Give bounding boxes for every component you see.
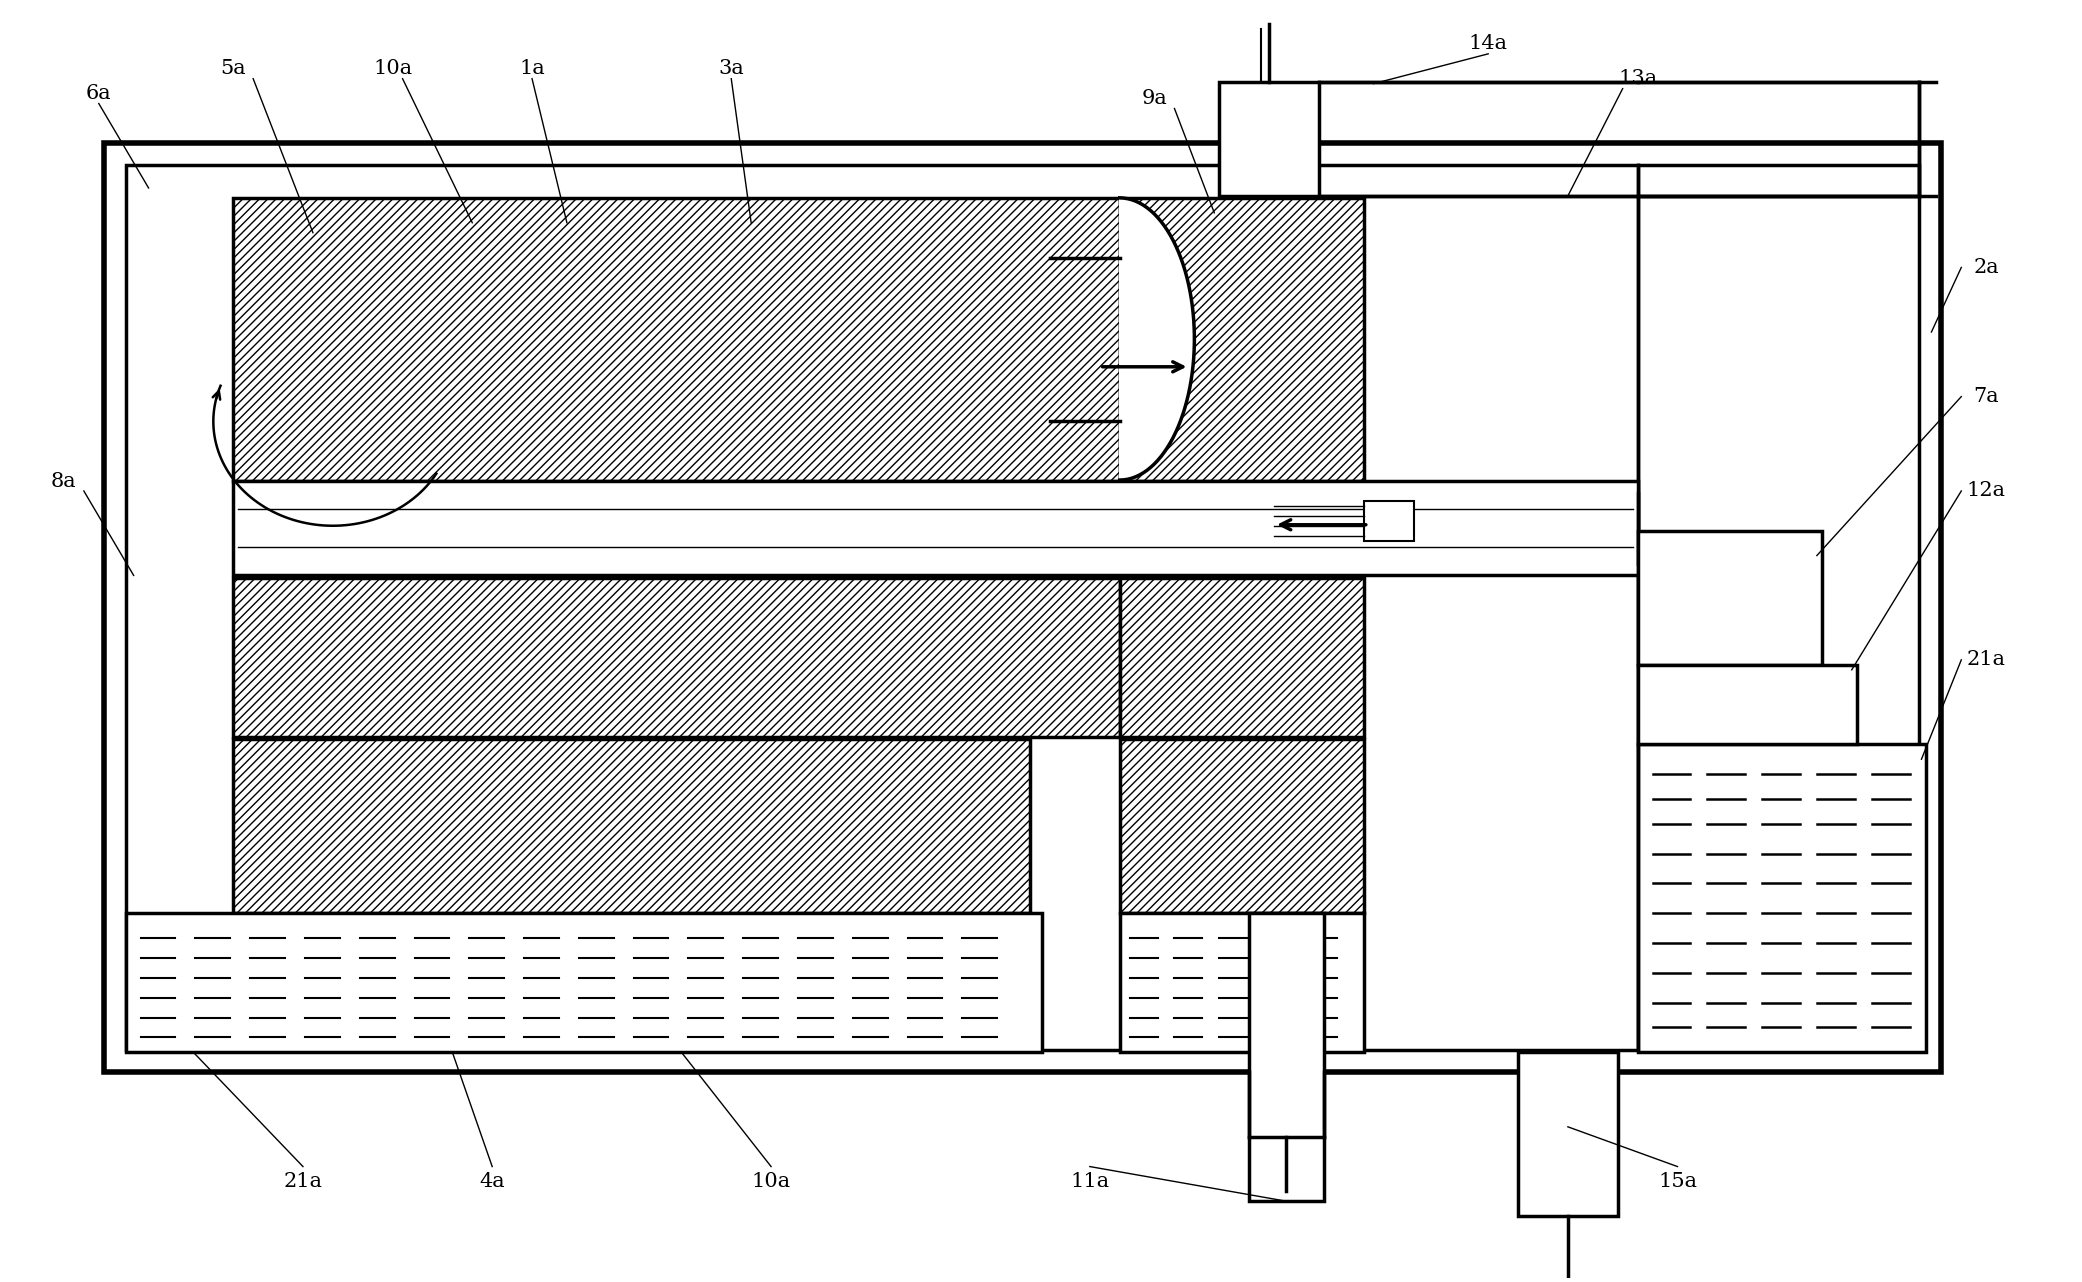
Text: 13a: 13a bbox=[1618, 69, 1657, 88]
Bar bbox=[1639, 745, 1926, 1053]
Bar bbox=[1249, 913, 1324, 1201]
Polygon shape bbox=[1120, 197, 1195, 479]
Bar bbox=[233, 578, 1120, 737]
Text: 12a: 12a bbox=[1967, 482, 2005, 500]
Text: 21a: 21a bbox=[1967, 650, 2005, 669]
Bar bbox=[1120, 197, 1364, 481]
Bar bbox=[125, 913, 1041, 1053]
Bar bbox=[125, 165, 1920, 1050]
Bar bbox=[1120, 913, 1364, 1053]
Text: 15a: 15a bbox=[1657, 1172, 1697, 1191]
Text: 5a: 5a bbox=[221, 59, 246, 78]
Bar bbox=[1639, 531, 1822, 665]
Text: 10a: 10a bbox=[752, 1172, 791, 1191]
Bar bbox=[1120, 197, 1364, 481]
Bar bbox=[233, 481, 1639, 576]
Bar bbox=[1220, 82, 1318, 196]
Text: 9a: 9a bbox=[1141, 88, 1168, 108]
Text: 6a: 6a bbox=[85, 85, 112, 103]
Text: 11a: 11a bbox=[1070, 1172, 1110, 1191]
Bar bbox=[104, 144, 1940, 1072]
Text: 10a: 10a bbox=[373, 59, 412, 78]
Bar bbox=[1639, 665, 1857, 745]
Text: 7a: 7a bbox=[1974, 387, 1999, 406]
Bar bbox=[1518, 1053, 1618, 1217]
Text: 2a: 2a bbox=[1974, 258, 1999, 277]
Bar bbox=[233, 740, 1031, 913]
Bar bbox=[1120, 578, 1364, 737]
Bar bbox=[233, 740, 1031, 913]
Bar bbox=[1120, 740, 1364, 913]
Text: 4a: 4a bbox=[479, 1172, 506, 1191]
Bar bbox=[1364, 501, 1414, 541]
Bar bbox=[233, 197, 1120, 481]
Bar bbox=[233, 197, 1120, 481]
Text: 3a: 3a bbox=[718, 59, 743, 78]
Text: 14a: 14a bbox=[1468, 35, 1507, 54]
Text: 8a: 8a bbox=[52, 472, 77, 491]
Bar bbox=[233, 578, 1120, 737]
Bar bbox=[1120, 578, 1364, 737]
Text: 1a: 1a bbox=[518, 59, 545, 78]
Bar bbox=[1120, 740, 1364, 913]
Text: 21a: 21a bbox=[283, 1172, 323, 1191]
